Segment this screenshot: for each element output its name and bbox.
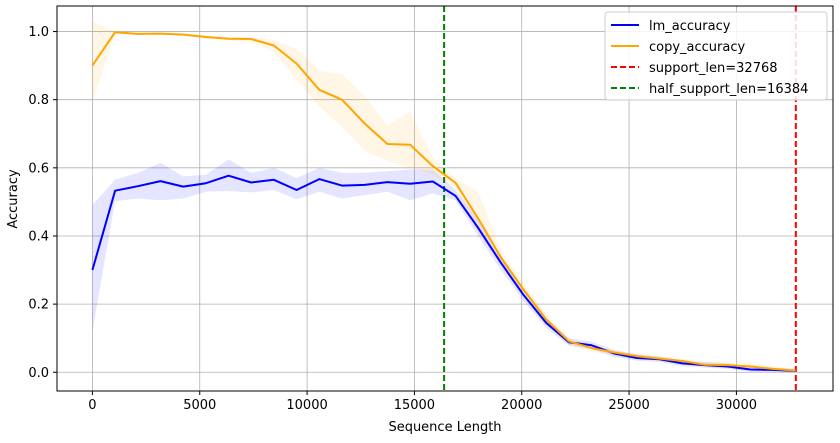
legend-label-half-support-len: half_support_len=16384 bbox=[649, 82, 808, 97]
x-axis-label: Sequence Length bbox=[388, 420, 501, 435]
x-tick-label: 5000 bbox=[183, 398, 216, 413]
plot-frame bbox=[56, 5, 834, 392]
line-lm-accuracy bbox=[91, 174, 796, 372]
y-axis-ticks: 0.0 0.2 0.4 0.6 0.8 1.0 bbox=[28, 25, 57, 381]
legend: lm_accuracy copy_accuracy support_len=32… bbox=[604, 11, 828, 101]
axes bbox=[56, 5, 834, 392]
x-axis-ticks: 0 5000 10000 15000 20000 25000 30000 bbox=[88, 391, 757, 413]
series-lines bbox=[91, 31, 796, 372]
x-tick-label: 25000 bbox=[608, 398, 649, 413]
legend-label-support-len: support_len=32768 bbox=[649, 61, 778, 76]
legend-label-copy-accuracy: copy_accuracy bbox=[649, 40, 746, 55]
x-tick-label: 0 bbox=[88, 398, 96, 413]
y-axis-label: Accuracy bbox=[6, 169, 21, 229]
y-tick-label: 0.8 bbox=[28, 93, 49, 108]
confidence-bands bbox=[92, 21, 796, 373]
x-tick-label: 15000 bbox=[394, 398, 435, 413]
legend-label-lm-accuracy: lm_accuracy bbox=[649, 19, 731, 34]
legend-box bbox=[604, 11, 828, 101]
y-tick-label: 0.6 bbox=[28, 161, 49, 176]
y-tick-label: 1.0 bbox=[28, 25, 49, 40]
x-tick-label: 10000 bbox=[286, 398, 327, 413]
x-tick-label: 30000 bbox=[716, 398, 757, 413]
band-lm-accuracy bbox=[92, 159, 796, 373]
y-tick-label: 0.2 bbox=[28, 298, 49, 313]
y-tick-label: 0.0 bbox=[28, 366, 49, 381]
x-tick-label: 20000 bbox=[501, 398, 542, 413]
line-copy-accuracy bbox=[91, 31, 796, 372]
y-tick-label: 0.4 bbox=[28, 229, 49, 244]
